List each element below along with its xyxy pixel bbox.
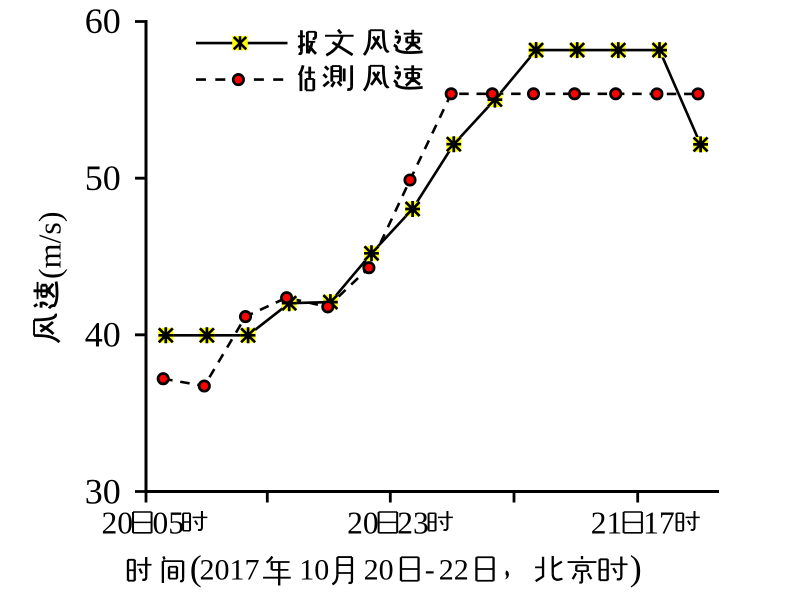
svg-text:): ) bbox=[630, 548, 642, 588]
svg-text:40: 40 bbox=[85, 315, 121, 355]
svg-text:21: 21 bbox=[591, 506, 623, 541]
svg-text:17: 17 bbox=[643, 506, 675, 541]
svg-text:(: ( bbox=[190, 548, 202, 588]
svg-text:20: 20 bbox=[102, 506, 134, 541]
svg-text:60: 60 bbox=[85, 1, 121, 41]
svg-text:20: 20 bbox=[364, 554, 394, 587]
svg-text:50: 50 bbox=[85, 158, 121, 198]
svg-text:-: - bbox=[425, 554, 435, 587]
svg-text:05: 05 bbox=[153, 506, 185, 541]
svg-text:10: 10 bbox=[299, 554, 329, 587]
svg-text:22: 22 bbox=[439, 554, 469, 587]
svg-text:(m/s): (m/s) bbox=[32, 211, 68, 279]
svg-text:30: 30 bbox=[85, 471, 121, 511]
svg-text:2017: 2017 bbox=[200, 554, 260, 587]
svg-text:23: 23 bbox=[397, 506, 429, 541]
svg-text:20: 20 bbox=[347, 506, 379, 541]
